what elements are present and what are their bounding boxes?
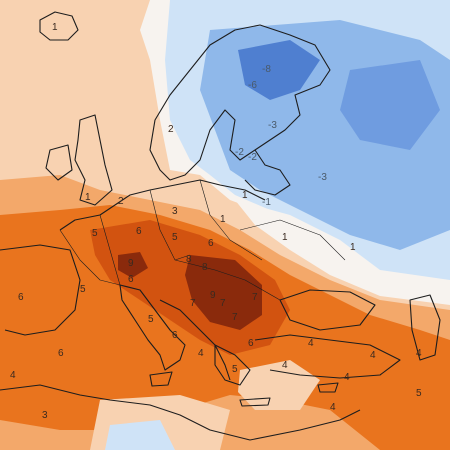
coast-scandinavia xyxy=(149,24,331,181)
anomaly-label-russia-east: -3 xyxy=(318,172,327,183)
anomaly-label-bulgaria: 6 xyxy=(248,338,254,349)
anomaly-label-russia-sw: 1 xyxy=(350,242,356,253)
anomaly-label-spain: 6 xyxy=(58,348,64,359)
anomaly-label-finland: -6 xyxy=(248,80,257,91)
anomaly-label-sweden: -2 xyxy=(248,152,257,163)
anomaly-label-romania: 7 xyxy=(252,292,258,303)
anomaly-label-caspian: 5 xyxy=(416,388,422,399)
extreme-core-alps xyxy=(118,252,148,278)
anomaly-label-ukraine: 1 xyxy=(282,232,288,243)
extreme-core-balkans xyxy=(185,255,262,330)
coast-caspian xyxy=(409,294,441,361)
coast-iberia xyxy=(0,244,81,336)
anomaly-label-iceland: 1 xyxy=(52,22,58,33)
anomaly-label-swiss: 9 xyxy=(128,258,134,269)
cool-patch-south xyxy=(105,420,175,450)
anomaly-label-germany: 6 xyxy=(136,226,142,237)
coast-black-sea xyxy=(279,289,376,331)
anomaly-label-spain-n: 6 xyxy=(18,292,24,303)
anomaly-label-belarus: -1 xyxy=(262,197,271,208)
coast-iceland xyxy=(39,11,79,41)
anomaly-label-uk: 1 xyxy=(85,192,91,203)
coast-crete xyxy=(239,397,271,407)
cold-field-east-core xyxy=(340,60,440,150)
anomaly-label-atlantic-s: 4 xyxy=(10,370,16,381)
coast-north-africa xyxy=(0,384,361,441)
anomaly-label-poland: 1 xyxy=(220,214,226,225)
anomaly-label-aegean: 4 xyxy=(282,360,288,371)
cold-field-core xyxy=(238,40,320,100)
coast-sicily xyxy=(149,371,173,387)
anomaly-label-baltic: -3 xyxy=(268,120,277,131)
borders xyxy=(59,179,346,301)
anomaly-label-croatia: 7 xyxy=(190,298,196,309)
anomaly-label-lapland: -8 xyxy=(262,64,271,75)
anomaly-label-lebanon: 4 xyxy=(330,402,336,413)
warm-light-aegean xyxy=(238,360,320,410)
coast-italy xyxy=(119,284,186,371)
anomaly-label-montenegro: 7 xyxy=(232,312,238,323)
anomaly-label-russia-s: 1 xyxy=(242,190,248,201)
anomaly-label-italy-c: 5 xyxy=(148,314,154,325)
anomaly-label-turkey-w: 4 xyxy=(308,338,314,349)
coast-turkey xyxy=(254,334,401,379)
coastlines xyxy=(0,11,441,441)
anomaly-label-france-s: 5 xyxy=(80,284,86,295)
anomaly-label-germany-n: 3 xyxy=(172,206,178,217)
coast-uk xyxy=(74,114,113,206)
anomaly-label-italy-n: 6 xyxy=(128,274,134,285)
anomaly-label-algeria: 3 xyxy=(42,410,48,421)
anomaly-label-turkey: 4 xyxy=(370,350,376,361)
anomaly-label-austria: 8 xyxy=(186,254,192,265)
coast-greece xyxy=(214,344,251,386)
coast-baltic xyxy=(244,149,291,196)
neutral-band xyxy=(235,200,450,305)
anomaly-label-serbia: 9 xyxy=(210,290,216,301)
anomaly-label-czech: 5 xyxy=(172,232,178,243)
coast-cyprus xyxy=(317,382,339,393)
anomaly-label-hungary: 8 xyxy=(202,262,208,273)
anomaly-label-baltic2: -2 xyxy=(235,147,244,158)
anomaly-label-levant: 4 xyxy=(344,372,350,383)
anomaly-label-greece: 5 xyxy=(232,364,238,375)
anomaly-label-adriatic: 4 xyxy=(198,348,204,359)
anomaly-label-bosnia: 7 xyxy=(220,298,226,309)
anomaly-label-france-w: 5 xyxy=(92,228,98,239)
anomaly-label-slovakia: 6 xyxy=(208,238,214,249)
anomaly-label-netherlands: 2 xyxy=(118,196,124,207)
coast-ireland xyxy=(45,144,73,181)
coast-adriatic xyxy=(159,299,231,381)
anomaly-label-norway-coast: 2 xyxy=(168,124,174,135)
anomaly-label-iraq: 4 xyxy=(416,348,422,359)
anomaly-label-italy-s: 6 xyxy=(172,330,178,341)
